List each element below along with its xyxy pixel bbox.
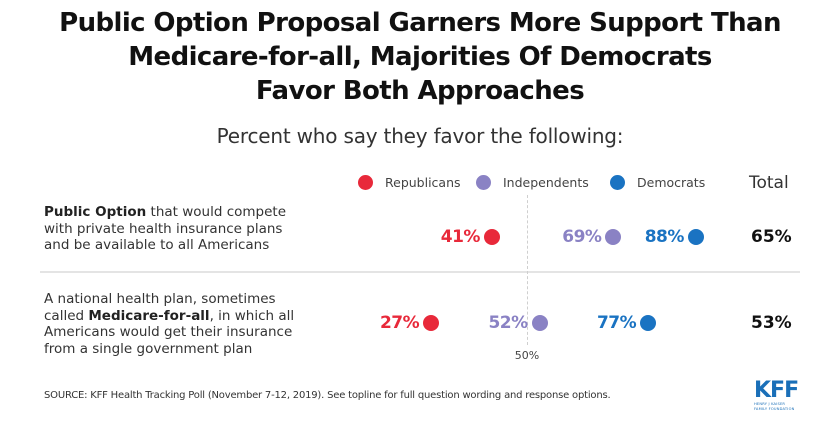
kff-logo: KFF HENRY J KAISER FAMILY FOUNDATION [754, 380, 804, 411]
dot-republicans-public-option [483, 229, 500, 245]
row-label-text: that would compete [146, 204, 287, 220]
legend-swatch-independents [476, 175, 491, 190]
title-line-1: Public Option Proposal Garners More Supp… [59, 8, 781, 38]
legend-label-republicans: Republicans [385, 175, 461, 190]
legend-swatch-republicans [358, 175, 373, 190]
dot-democrats-medicare-for-all [640, 315, 657, 331]
value-label-republicans-medicare-for-all: 27% [379, 313, 420, 333]
row-label-line: with private health insurance plans [44, 220, 283, 237]
legend-item-republicans: Republicans [358, 175, 461, 190]
reference-line-label: 50% [514, 349, 540, 362]
chart-subtitle: Percent who say they favor the following… [216, 124, 624, 148]
total-value-public-option: 65% [751, 227, 792, 247]
row-label-medicare-for-all: A national health plan, sometimes called… [44, 291, 344, 357]
dot-independents-medicare-for-all [531, 315, 548, 331]
value-label-republicans-public-option: 41% [440, 227, 481, 247]
dot-democrats-public-option [687, 229, 704, 245]
legend-label-independents: Independents [503, 175, 589, 190]
row-label-bold: Medicare-for-all [88, 307, 210, 324]
row-label-public-option: Public Option that would compete with pr… [44, 204, 344, 254]
legend-swatch-democrats [610, 175, 625, 190]
logo-wordmark: KFF [754, 378, 799, 403]
row-label-text: called [44, 307, 89, 324]
value-label-democrats-public-option: 88% [644, 227, 685, 247]
row-label-line: A national health plan, sometimes [44, 291, 276, 307]
row-label-bold: Public Option [44, 204, 147, 220]
reference-line-50 [527, 195, 528, 345]
legend-item-democrats: Democrats [610, 175, 705, 190]
dot-republicans-medicare-for-all [423, 315, 440, 331]
source-note: SOURCE: KFF Health Tracking Poll (Novemb… [44, 390, 611, 401]
total-column-header: Total [749, 173, 789, 193]
row-label-line: and be available to all Americans [44, 237, 270, 253]
row-divider [40, 271, 800, 273]
chart-title: Public Option Proposal Garners More Supp… [0, 6, 840, 108]
title-line-3: Favor Both Approaches [255, 76, 585, 106]
value-label-independents-public-option: 69% [562, 227, 602, 247]
total-value-medicare-for-all: 53% [751, 313, 792, 333]
logo-subtext-1: HENRY J KAISER [754, 402, 786, 406]
row-label-line: called Medicare-for-all, in which all [44, 308, 344, 325]
legend-item-independents: Independents [476, 175, 589, 190]
value-label-independents-medicare-for-all: 52% [488, 313, 528, 333]
value-label-democrats-medicare-for-all: 77% [596, 313, 637, 333]
row-label-text: , in which all [209, 307, 295, 324]
title-line-2: Medicare-for-all, Majorities Of Democrat… [128, 42, 712, 72]
row-label-line: from a single government plan [44, 340, 253, 357]
logo-subtext-2: FAMILY FOUNDATION [754, 406, 795, 411]
row-label-line: Public Option that would compete [44, 204, 344, 221]
row-label-line: Americans would get their insurance [44, 324, 293, 340]
dot-independents-public-option [605, 229, 622, 245]
legend-label-democrats: Democrats [637, 175, 706, 190]
